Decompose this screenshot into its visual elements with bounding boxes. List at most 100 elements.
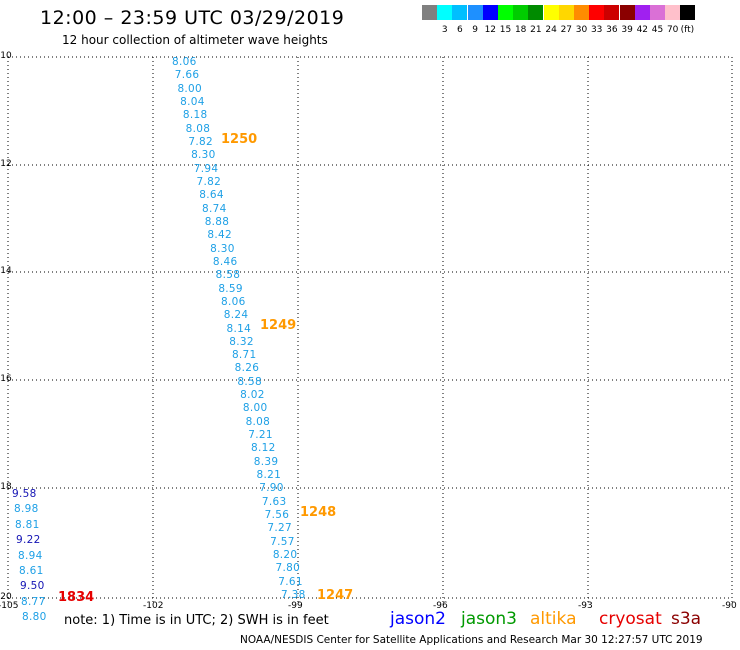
swh-value: 8.39 (253, 455, 279, 468)
swh-value: 8.20 (272, 549, 298, 562)
legend-swatch (452, 5, 468, 20)
map-subtitle: 12 hour collection of altimeter wave hei… (62, 33, 328, 47)
legend-label: 27 (560, 25, 573, 35)
y-tick-label: -16 (0, 374, 12, 384)
swh-value: 8.58 (215, 269, 241, 282)
swh-value: 9.50 (20, 580, 45, 593)
swh-value: 8.77 (21, 595, 46, 608)
swh-value: 8.14 (226, 322, 252, 335)
legend-swatch (513, 5, 529, 20)
swh-value: 7.56 (264, 509, 290, 522)
swh-value: 8.88 (204, 215, 230, 228)
legend-label: 18 (514, 25, 527, 35)
note-text: note: 1) Time is in UTC; 2) SWH is in fe… (64, 613, 329, 628)
swh-value: 7.57 (270, 535, 295, 548)
swh-value: 8.26 (234, 362, 260, 375)
satellite-name: jason2 (390, 609, 446, 629)
legend-swatch (422, 5, 437, 20)
legend-label: 3 (441, 25, 448, 35)
legend-swatch (543, 5, 559, 20)
legend-label: 21 (530, 25, 542, 35)
footer-credit: NOAA/NESDIS Center for Satellite Applica… (240, 634, 703, 646)
swh-value: 8.81 (15, 518, 40, 531)
x-tick-label: -90 (722, 601, 737, 611)
pass-time-label: 1834 (58, 590, 95, 605)
swh-value: 7.27 (267, 522, 292, 535)
swh-value: 7.82 (188, 135, 213, 148)
legend-swatch (634, 5, 650, 20)
satellite-name: s3a (671, 609, 702, 629)
legend-swatch (589, 5, 605, 20)
swh-value: 8.30 (191, 149, 216, 162)
legend-swatch (482, 5, 498, 20)
x-tick-label: -99 (288, 601, 303, 611)
legend-swatch (498, 5, 513, 20)
swh-value: 7.94 (193, 162, 219, 175)
swh-value: 7.61 (278, 575, 303, 588)
swh-value: 7.90 (259, 482, 284, 495)
legend-swatch (528, 5, 544, 20)
legend-label: 33 (590, 25, 603, 35)
x-tick-label: -105 (0, 601, 19, 611)
pass-time-label: 1248 (300, 505, 337, 520)
swh-value: 8.24 (223, 309, 249, 322)
swh-value: 8.21 (256, 469, 282, 482)
legend-swatch (574, 5, 589, 20)
legend-label: 30 (575, 25, 588, 35)
y-tick-label: -10 (0, 51, 12, 61)
swh-value: 9.58 (12, 488, 37, 500)
y-tick-label: -14 (0, 266, 12, 276)
x-tick-label: -96 (433, 601, 448, 611)
legend-label: 12 (484, 25, 497, 35)
swh-value: 7.80 (275, 562, 301, 575)
satellite-name: jason3 (461, 609, 517, 629)
swh-value: 8.12 (251, 442, 276, 455)
swh-value: 8.46 (212, 255, 238, 268)
legend-unit: (ft) (680, 25, 695, 35)
swh-value: 8.42 (207, 229, 233, 242)
swh-value: 8.61 (19, 565, 44, 577)
swh-value: 8.98 (14, 503, 39, 516)
swh-value: 7.82 (196, 175, 222, 188)
swh-value: 8.00 (242, 402, 268, 415)
legend-label: 42 (636, 25, 649, 35)
y-tick-label: -20 (0, 592, 12, 602)
swh-value: 8.80 (22, 611, 47, 624)
swh-value: 8.18 (182, 109, 208, 122)
legend-swatch (665, 5, 681, 20)
pass-time-label: 1247 (317, 588, 354, 603)
swh-value: 8.32 (229, 335, 254, 348)
swh-value: 8.30 (210, 242, 235, 255)
swh-value: 8.08 (245, 415, 271, 428)
legend-swatch (619, 5, 635, 20)
swh-value: 8.58 (237, 375, 262, 388)
legend-label: 15 (499, 25, 512, 35)
y-tick-label: -12 (0, 159, 12, 169)
legend-swatch (680, 5, 696, 20)
legend-label: 9 (472, 25, 478, 35)
x-tick-label: -93 (578, 601, 593, 611)
legend-swatch (650, 5, 665, 20)
legend-label: 70 (666, 25, 679, 35)
swh-value: 9.22 (16, 534, 41, 547)
legend-swatch (467, 5, 483, 20)
satellite-name: cryosat (599, 609, 662, 629)
swh-value: 7.21 (248, 429, 273, 442)
swh-value: 8.06 (221, 295, 246, 308)
swh-value: 8.59 (218, 282, 243, 295)
swh-value: 8.06 (172, 56, 197, 68)
pass-time-label: 1250 (221, 132, 258, 147)
legend-swatch (604, 5, 620, 20)
swh-value: 8.64 (199, 189, 224, 202)
legend-label: 6 (457, 25, 463, 35)
swh-value: 7.63 (261, 495, 287, 508)
swh-value: 8.94 (18, 549, 43, 562)
pass-time-label: 1249 (260, 318, 297, 333)
legend-label: 45 (651, 25, 664, 35)
swh-value: 8.02 (240, 389, 265, 402)
swh-value: 7.38 (281, 589, 306, 601)
swh-value: 8.08 (185, 122, 211, 135)
legend-label: 36 (606, 25, 618, 35)
legend-swatch (437, 5, 453, 20)
